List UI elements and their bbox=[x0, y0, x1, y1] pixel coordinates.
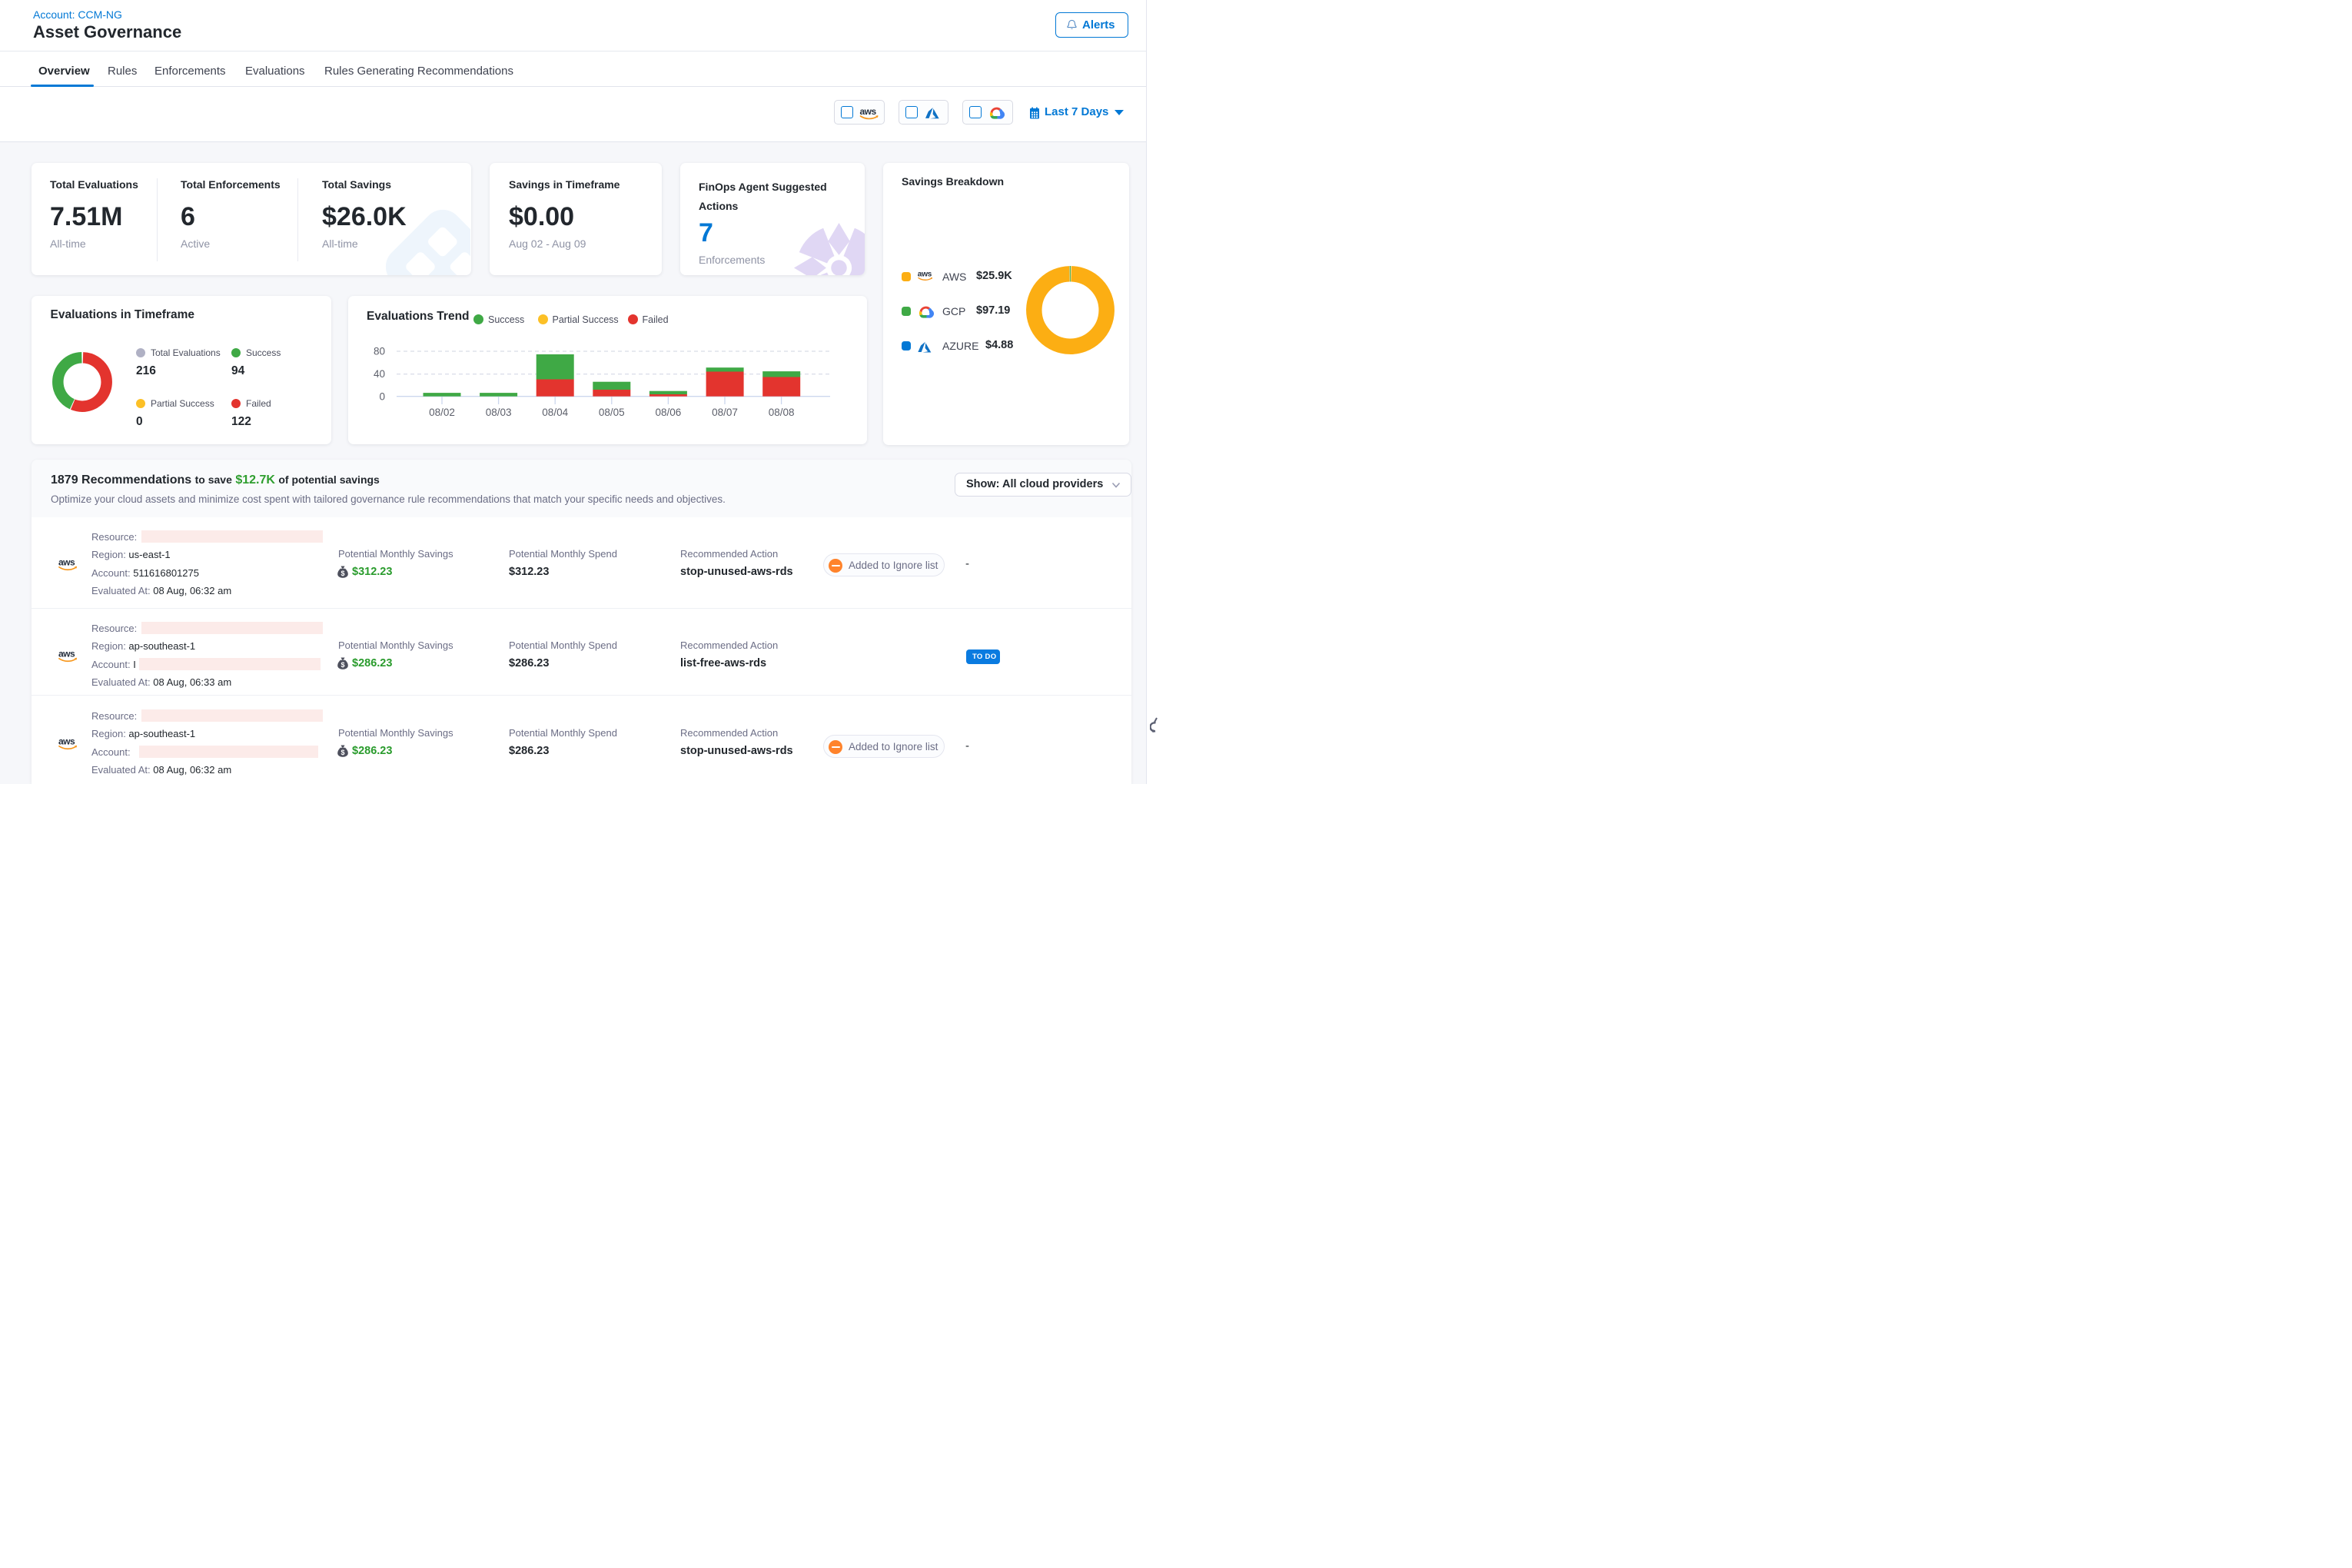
svg-text:aws: aws bbox=[918, 270, 932, 278]
svg-text:0: 0 bbox=[379, 391, 385, 403]
svg-text:08/07: 08/07 bbox=[712, 407, 738, 418]
svg-text:08/04: 08/04 bbox=[542, 407, 568, 418]
svg-text:$: $ bbox=[341, 570, 344, 577]
svg-text:40: 40 bbox=[374, 368, 385, 380]
svg-text:aws: aws bbox=[58, 556, 75, 567]
svg-text:aws: aws bbox=[58, 648, 75, 659]
svg-text:aws: aws bbox=[58, 736, 75, 746]
svg-text:08/05: 08/05 bbox=[599, 407, 625, 418]
svg-text:08/08: 08/08 bbox=[769, 407, 795, 418]
svg-text:$: $ bbox=[341, 661, 344, 669]
svg-text:08/02: 08/02 bbox=[429, 407, 455, 418]
svg-text:aws: aws bbox=[860, 106, 877, 117]
svg-text:80: 80 bbox=[374, 346, 385, 357]
svg-text:08/03: 08/03 bbox=[486, 407, 512, 418]
svg-text:08/06: 08/06 bbox=[656, 407, 682, 418]
svg-text:$: $ bbox=[341, 749, 344, 756]
